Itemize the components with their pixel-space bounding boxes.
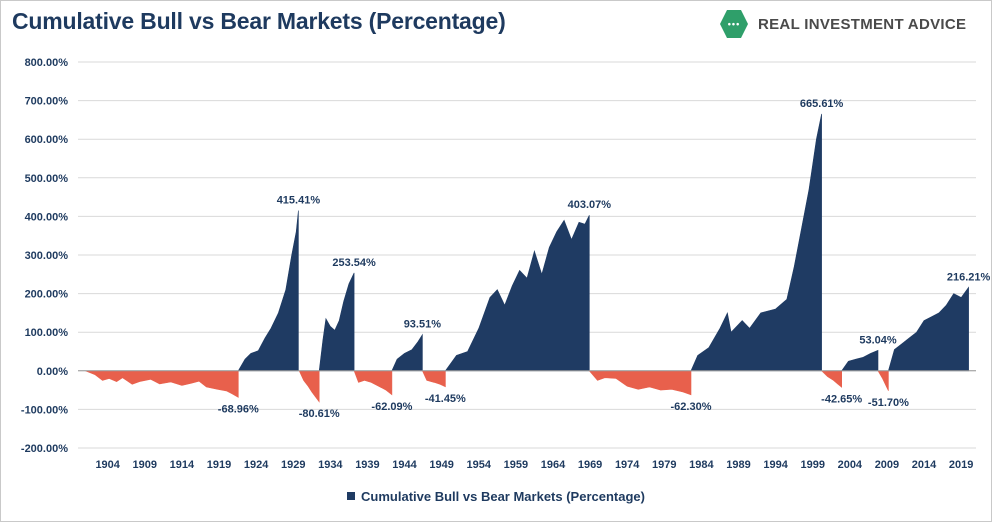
bear-market-area bbox=[85, 370, 239, 398]
y-tick-label: 800.00% bbox=[25, 57, 69, 69]
y-tick-label: -200.00% bbox=[21, 443, 68, 455]
x-tick-label: 2014 bbox=[912, 459, 937, 471]
y-tick-label: 100.00% bbox=[25, 327, 69, 339]
data-labels: -68.96% 415.41% -80.61% 253.54% -62.09% 93.51… bbox=[218, 98, 991, 420]
x-tick-label: 1914 bbox=[170, 459, 195, 471]
bull-market-area bbox=[841, 349, 879, 372]
x-tick-label: 1919 bbox=[207, 459, 231, 471]
bear-market-area bbox=[353, 370, 393, 396]
y-axis-ticks: -200.00% -100.00% 0.00% 100.00% 200.00% 300.0… bbox=[21, 57, 68, 455]
brand: ••• REAL INVESTMENT ADVICE bbox=[720, 10, 966, 38]
y-tick-label: -100.00% bbox=[21, 404, 68, 416]
data-label: -41.45% bbox=[425, 393, 466, 405]
bear-market-area bbox=[588, 370, 692, 396]
bear-market-area bbox=[820, 370, 842, 388]
bull-market-area bbox=[444, 215, 590, 372]
x-tick-label: 1999 bbox=[800, 459, 824, 471]
x-tick-label: 1979 bbox=[652, 459, 676, 471]
data-label: 665.61% bbox=[800, 98, 844, 110]
x-tick-label: 1994 bbox=[763, 459, 788, 471]
data-label: -62.09% bbox=[371, 401, 412, 413]
bull-market-area bbox=[888, 286, 969, 372]
data-label: -80.61% bbox=[299, 408, 340, 420]
x-axis-ticks: 1904 1909 1914 1919 1924 1929 1934 1939 1944 1949… bbox=[95, 459, 973, 471]
x-tick-label: 2009 bbox=[875, 459, 899, 471]
x-tick-label: 1989 bbox=[726, 459, 750, 471]
data-label: -42.65% bbox=[821, 393, 862, 405]
data-label: 53.04% bbox=[859, 334, 897, 346]
x-tick-label: 1959 bbox=[504, 459, 528, 471]
y-tick-label: 300.00% bbox=[25, 250, 69, 262]
x-tick-label: 1939 bbox=[355, 459, 379, 471]
data-label: 403.07% bbox=[568, 199, 612, 211]
x-tick-label: 1924 bbox=[244, 459, 269, 471]
data-label: 253.54% bbox=[332, 257, 376, 269]
x-tick-label: 1944 bbox=[392, 459, 417, 471]
data-label: -68.96% bbox=[218, 403, 259, 415]
data-label: -62.30% bbox=[671, 401, 712, 413]
chart-title: Cumulative Bull vs Bear Markets (Percent… bbox=[12, 8, 506, 34]
x-tick-label: 1964 bbox=[541, 459, 566, 471]
brand-logo-icon: ••• bbox=[720, 10, 748, 38]
gridlines bbox=[78, 61, 976, 449]
bear-market-area bbox=[877, 370, 889, 391]
x-tick-label: 1984 bbox=[689, 459, 714, 471]
bear-market-area bbox=[298, 370, 320, 403]
x-tick-label: 1909 bbox=[133, 459, 157, 471]
x-tick-label: 1929 bbox=[281, 459, 305, 471]
x-tick-label: 1974 bbox=[615, 459, 640, 471]
y-tick-label: 700.00% bbox=[25, 96, 69, 108]
bear-market-area bbox=[421, 370, 446, 388]
x-tick-label: 2004 bbox=[838, 459, 863, 471]
x-tick-label: 1904 bbox=[95, 459, 120, 471]
data-label: 93.51% bbox=[404, 319, 442, 331]
x-tick-label: 1934 bbox=[318, 459, 343, 471]
y-tick-label: 0.00% bbox=[37, 366, 68, 378]
y-tick-label: 500.00% bbox=[25, 173, 69, 185]
bull-market-area bbox=[318, 272, 355, 372]
bull-market-area bbox=[391, 333, 423, 372]
legend-label: Cumulative Bull vs Bear Markets (Percent… bbox=[361, 488, 645, 504]
data-label: 216.21% bbox=[947, 271, 991, 283]
x-tick-label: 1949 bbox=[429, 459, 453, 471]
legend: Cumulative Bull vs Bear Markets (Percent… bbox=[0, 487, 992, 505]
y-tick-label: 400.00% bbox=[25, 211, 69, 223]
x-tick-label: 1969 bbox=[578, 459, 602, 471]
bull-market-area bbox=[690, 113, 822, 372]
bull-bear-areas bbox=[85, 113, 969, 403]
brand-name: REAL INVESTMENT ADVICE bbox=[758, 15, 967, 33]
legend-swatch bbox=[347, 492, 356, 500]
y-tick-label: 200.00% bbox=[25, 289, 69, 301]
data-label: 415.41% bbox=[277, 194, 321, 206]
y-tick-label: 600.00% bbox=[25, 134, 69, 146]
x-tick-label: 2019 bbox=[949, 459, 973, 471]
x-tick-label: 1954 bbox=[467, 459, 492, 471]
bull-market-area bbox=[237, 210, 299, 372]
data-label: -51.70% bbox=[868, 397, 909, 409]
